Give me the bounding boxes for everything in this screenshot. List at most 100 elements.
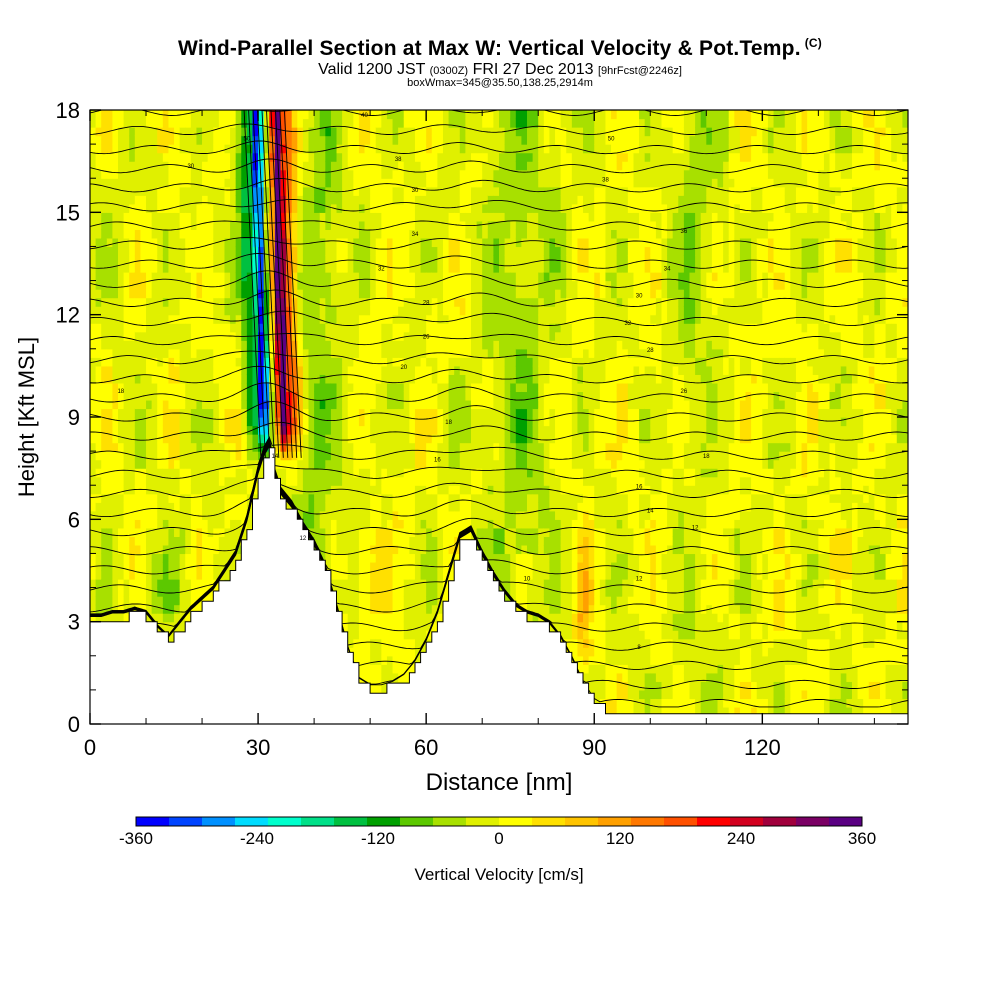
contour-label: 26	[423, 335, 430, 341]
theta-contour	[90, 270, 908, 288]
colorbar-swatch	[433, 817, 467, 826]
colorbar-swatch	[697, 817, 731, 826]
theta-contour	[252, 110, 271, 458]
y-axis-label: Height [Kft MSL]	[14, 337, 39, 497]
contour-label: 12	[300, 536, 307, 542]
valid-time: Valid 1200 JST	[318, 61, 426, 78]
theta-contour	[90, 289, 908, 307]
contour-label: 36	[681, 229, 688, 235]
copyright-mark: (C)	[804, 36, 822, 50]
contour-label: 40	[361, 113, 368, 119]
colorbar-swatch	[235, 817, 269, 826]
theta-contour	[257, 110, 275, 458]
colorbar-swatch	[466, 817, 500, 826]
colorbar-swatch	[565, 817, 599, 826]
colorbar-swatch	[400, 817, 434, 826]
contour-label: 50	[608, 137, 615, 143]
x-tick-label: 120	[744, 735, 781, 760]
theta-contour	[90, 436, 908, 479]
colorbar-tick-label: 240	[727, 829, 755, 848]
colorbar-swatch	[301, 817, 335, 826]
theta-contour	[90, 437, 908, 498]
contour-label: 12	[692, 526, 699, 532]
theta-contour	[90, 421, 908, 441]
colorbar-swatch	[598, 817, 632, 826]
colorbar-swatch	[631, 817, 665, 826]
theta-contour	[90, 382, 908, 403]
terrain-profile	[90, 447, 908, 724]
valid-date: FRI 27 Dec 2013	[472, 61, 594, 78]
box-wmax-line: boxWmax=345@35.50,138.25,2914m	[407, 77, 593, 89]
theta-contour	[90, 440, 908, 594]
contour-label: 10	[524, 577, 531, 583]
colorbar-swatch	[829, 817, 863, 826]
theta-contour	[261, 110, 280, 458]
theta-contour	[90, 123, 908, 136]
contour-label: 8	[637, 645, 641, 651]
colorbar-frame	[135, 816, 863, 827]
theta-contour	[90, 237, 908, 250]
colorbar-swatch	[136, 817, 170, 826]
theta-contour	[283, 110, 302, 458]
colorbar-swatch	[664, 817, 698, 826]
chart-subtitle: Valid 1200 JST (0300Z) FRI 27 Dec 2013 […	[0, 61, 1000, 79]
chart-title: Wind-Parallel Section at Max W: Vertical…	[178, 36, 822, 60]
contour-label: 18	[445, 420, 452, 426]
theta-contour	[90, 401, 908, 422]
theta-contour	[90, 333, 908, 346]
x-tick-label: 30	[246, 735, 270, 760]
theta-contour	[90, 110, 908, 116]
theta-contour	[90, 220, 908, 231]
contour-label: 26	[681, 389, 688, 395]
theta-contour	[279, 110, 298, 458]
contour-label: 30	[187, 164, 194, 170]
colorbar-swatch	[169, 817, 203, 826]
x-tick-label: 60	[414, 735, 438, 760]
valid-utc: (0300Z)	[429, 65, 469, 77]
y-tick-label: 18	[56, 98, 80, 123]
contour-label: 16	[434, 457, 441, 463]
contour-label: 50	[244, 137, 251, 143]
y-tick-label: 9	[68, 405, 80, 430]
contour-label: 20	[400, 365, 407, 371]
contour-label: 14	[272, 454, 279, 460]
theta-contour	[90, 437, 908, 518]
colorbar-tick-label: -120	[361, 829, 395, 848]
contour-label: 30	[412, 188, 419, 194]
theta-contour	[90, 199, 908, 212]
theta-contour	[90, 158, 908, 174]
colorbar-swatch	[268, 817, 302, 826]
colorbar-tick-label: -240	[240, 829, 274, 848]
theta-contour	[266, 110, 284, 458]
theta-contour	[90, 435, 908, 460]
contour-label: 18	[703, 454, 710, 460]
contour-label: 32	[378, 266, 385, 272]
theta-contour	[270, 110, 289, 458]
colorbar: -360 -240 -120 0 120 240 360 Vertical Velocity …	[119, 816, 876, 884]
theta-contour	[90, 140, 908, 155]
colorbar-swatch	[334, 817, 368, 826]
theta-contour	[90, 178, 908, 193]
theta-contour	[248, 110, 266, 458]
contour-label: 12	[636, 577, 643, 583]
contour-label: 16	[636, 485, 643, 491]
theta-contour	[275, 110, 293, 458]
y-tick-label: 15	[56, 200, 80, 225]
y-tick-label: 6	[68, 507, 80, 532]
contour-label: 28	[647, 348, 654, 354]
theta-contour	[243, 110, 262, 458]
colorbar-label: Vertical Velocity [cm/s]	[414, 865, 583, 884]
colorbar-swatch	[202, 817, 236, 826]
theta-contour	[90, 350, 908, 365]
theta-contour	[90, 438, 908, 537]
colorbar-tick-label: 360	[848, 829, 876, 848]
theta-contour	[90, 365, 908, 384]
colorbar-swatch	[796, 817, 830, 826]
contour-label: 34	[412, 232, 419, 238]
contour-label: 32	[625, 321, 632, 327]
terrain-mask	[90, 447, 908, 724]
x-axis-label: Distance [nm]	[426, 769, 573, 796]
y-tick-label: 12	[56, 303, 80, 328]
